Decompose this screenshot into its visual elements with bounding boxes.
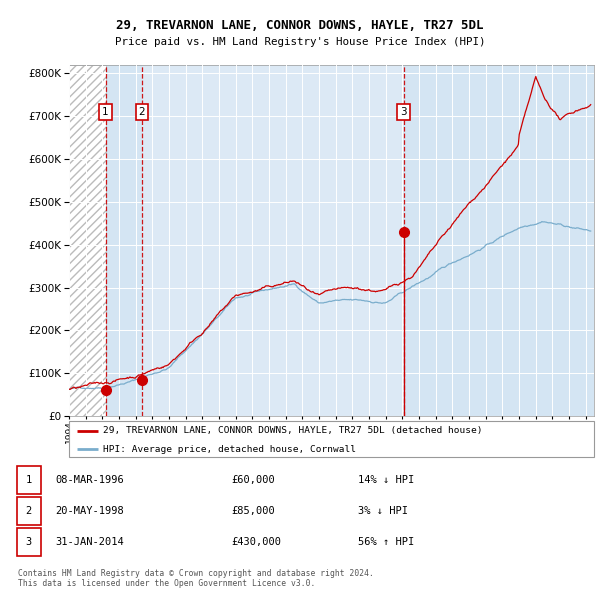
Text: 1: 1 — [26, 475, 32, 485]
Text: HPI: Average price, detached house, Cornwall: HPI: Average price, detached house, Corn… — [103, 445, 356, 454]
Text: 3: 3 — [400, 107, 407, 117]
FancyBboxPatch shape — [17, 466, 41, 494]
Text: 56% ↑ HPI: 56% ↑ HPI — [358, 537, 414, 547]
Text: 20-MAY-1998: 20-MAY-1998 — [55, 506, 124, 516]
Text: Contains HM Land Registry data © Crown copyright and database right 2024.
This d: Contains HM Land Registry data © Crown c… — [18, 569, 374, 588]
Text: £60,000: £60,000 — [231, 475, 275, 485]
Text: Price paid vs. HM Land Registry's House Price Index (HPI): Price paid vs. HM Land Registry's House … — [115, 37, 485, 47]
Bar — [106, 65, 142, 416]
Text: 14% ↓ HPI: 14% ↓ HPI — [358, 475, 414, 485]
Text: 29, TREVARNON LANE, CONNOR DOWNS, HAYLE, TR27 5DL (detached house): 29, TREVARNON LANE, CONNOR DOWNS, HAYLE,… — [103, 426, 482, 435]
Text: £85,000: £85,000 — [231, 506, 275, 516]
Bar — [69, 65, 106, 416]
FancyBboxPatch shape — [69, 421, 594, 457]
Text: 3: 3 — [26, 537, 32, 547]
Text: 08-MAR-1996: 08-MAR-1996 — [55, 475, 124, 485]
Text: 2: 2 — [26, 506, 32, 516]
Text: 1: 1 — [102, 107, 109, 117]
FancyBboxPatch shape — [17, 527, 41, 556]
FancyBboxPatch shape — [17, 497, 41, 525]
Text: 29, TREVARNON LANE, CONNOR DOWNS, HAYLE, TR27 5DL: 29, TREVARNON LANE, CONNOR DOWNS, HAYLE,… — [116, 19, 484, 32]
Text: 31-JAN-2014: 31-JAN-2014 — [55, 537, 124, 547]
Text: 3% ↓ HPI: 3% ↓ HPI — [358, 506, 407, 516]
Bar — [404, 65, 594, 416]
Text: 2: 2 — [139, 107, 145, 117]
Text: £430,000: £430,000 — [231, 537, 281, 547]
